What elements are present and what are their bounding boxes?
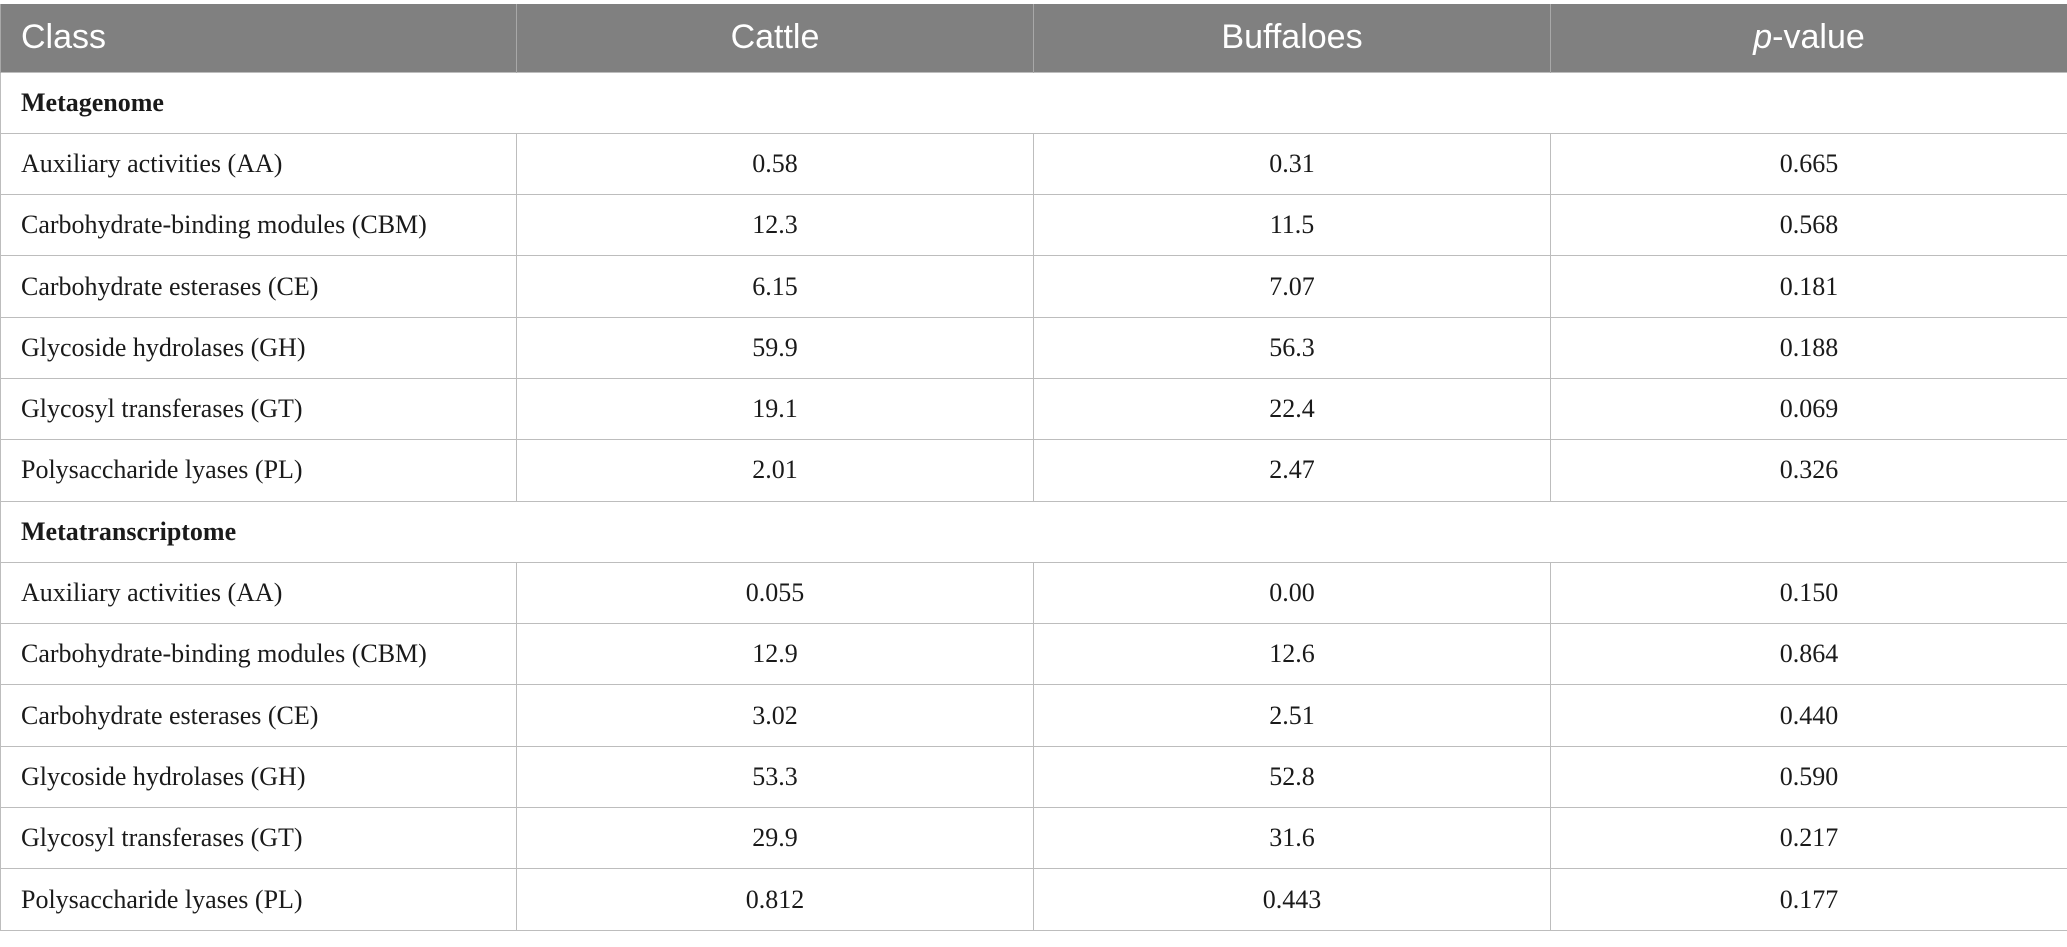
- table-row: Carbohydrate esterases (CE) 6.15 7.07 0.…: [0, 255, 2067, 318]
- cell-p-value: 0.440: [1550, 684, 2067, 747]
- cell-cattle: 2.01: [516, 439, 1034, 502]
- cell-class: Glycoside hydrolases (GH): [0, 316, 517, 379]
- cell-buffaloes: 11.5: [1033, 194, 1551, 257]
- cell-p-value: 0.150: [1550, 561, 2067, 625]
- cell-p-value: 0.326: [1550, 439, 2067, 502]
- cell-buffaloes: 12.6: [1033, 623, 1551, 686]
- cell-buffaloes: 7.07: [1033, 255, 1551, 318]
- header-p-suffix: -value: [1772, 18, 1865, 57]
- cell-buffaloes: 0.443: [1033, 868, 1551, 931]
- cell-p-value: 0.864: [1550, 623, 2067, 686]
- section-row: Metagenome: [0, 71, 2067, 134]
- section-title-metagenome: Metagenome: [0, 71, 2067, 134]
- data-table-container: Class Cattle Buffaloes p-value Metagenom…: [0, 4, 2067, 931]
- cell-class: Carbohydrate-binding modules (CBM): [0, 194, 517, 257]
- cell-cattle: 19.1: [516, 377, 1034, 441]
- table-header: Class Cattle Buffaloes p-value: [0, 4, 2067, 72]
- section-title-metatranscriptome: Metatranscriptome: [0, 500, 2067, 563]
- cell-p-value: 0.181: [1550, 255, 2067, 318]
- cell-cattle: 6.15: [516, 255, 1034, 318]
- header-cattle: Cattle: [516, 4, 1034, 72]
- cell-p-value: 0.217: [1550, 807, 2067, 870]
- cell-cattle: 0.812: [516, 868, 1034, 931]
- cell-p-value: 0.568: [1550, 194, 2067, 257]
- header-p-italic: p: [1753, 18, 1773, 57]
- cell-class: Polysaccharide lyases (PL): [0, 868, 517, 931]
- section-row: Metatranscriptome: [0, 500, 2067, 563]
- cell-buffaloes: 0.00: [1033, 561, 1551, 625]
- table-row: Carbohydrate-binding modules (CBM) 12.3 …: [0, 194, 2067, 257]
- cell-class: Glycoside hydrolases (GH): [0, 745, 517, 809]
- cell-cattle: 0.58: [516, 132, 1034, 196]
- cell-class: Glycosyl transferases (GT): [0, 377, 517, 441]
- cell-cattle: 29.9: [516, 807, 1034, 870]
- cell-cattle: 53.3: [516, 745, 1034, 809]
- cell-buffaloes: 22.4: [1033, 377, 1551, 441]
- cell-buffaloes: 31.6: [1033, 807, 1551, 870]
- cell-buffaloes: 0.31: [1033, 132, 1551, 196]
- cell-class: Polysaccharide lyases (PL): [0, 439, 517, 502]
- header-p-value: p-value: [1550, 4, 2067, 72]
- cell-class: Carbohydrate esterases (CE): [0, 684, 517, 747]
- cell-cattle: 0.055: [516, 561, 1034, 625]
- cell-buffaloes: 56.3: [1033, 316, 1551, 379]
- cell-class: Auxiliary activities (AA): [0, 132, 517, 196]
- table-row: Glycoside hydrolases (GH) 59.9 56.3 0.18…: [0, 316, 2067, 379]
- cell-buffaloes: 52.8: [1033, 745, 1551, 809]
- cell-cattle: 12.9: [516, 623, 1034, 686]
- table-row: Polysaccharide lyases (PL) 2.01 2.47 0.3…: [0, 439, 2067, 502]
- header-class: Class: [0, 4, 517, 72]
- cell-class: Carbohydrate esterases (CE): [0, 255, 517, 318]
- table-row: Glycosyl transferases (GT) 19.1 22.4 0.0…: [0, 377, 2067, 441]
- cell-p-value: 0.069: [1550, 377, 2067, 441]
- cell-class: Glycosyl transferases (GT): [0, 807, 517, 870]
- table-row: Glycosyl transferases (GT) 29.9 31.6 0.2…: [0, 807, 2067, 870]
- cell-buffaloes: 2.51: [1033, 684, 1551, 747]
- cell-class: Carbohydrate-binding modules (CBM): [0, 623, 517, 686]
- cell-cattle: 12.3: [516, 194, 1034, 257]
- table-row: Polysaccharide lyases (PL) 0.812 0.443 0…: [0, 868, 2067, 931]
- cell-cattle: 59.9: [516, 316, 1034, 379]
- table-body: Metagenome Auxiliary activities (AA) 0.5…: [0, 71, 2067, 931]
- header-buffaloes: Buffaloes: [1033, 4, 1551, 72]
- cell-class: Auxiliary activities (AA): [0, 561, 517, 625]
- cell-p-value: 0.665: [1550, 132, 2067, 196]
- table-row: Carbohydrate-binding modules (CBM) 12.9 …: [0, 623, 2067, 686]
- table-row: Glycoside hydrolases (GH) 53.3 52.8 0.59…: [0, 745, 2067, 809]
- table-row: Carbohydrate esterases (CE) 3.02 2.51 0.…: [0, 684, 2067, 747]
- header-row: Class Cattle Buffaloes p-value: [0, 4, 2067, 72]
- cell-p-value: 0.590: [1550, 745, 2067, 809]
- cazy-class-table: Class Cattle Buffaloes p-value Metagenom…: [0, 4, 2067, 931]
- table-row: Auxiliary activities (AA) 0.055 0.00 0.1…: [0, 561, 2067, 625]
- cell-buffaloes: 2.47: [1033, 439, 1551, 502]
- cell-p-value: 0.188: [1550, 316, 2067, 379]
- cell-p-value: 0.177: [1550, 868, 2067, 931]
- cell-cattle: 3.02: [516, 684, 1034, 747]
- table-row: Auxiliary activities (AA) 0.58 0.31 0.66…: [0, 132, 2067, 196]
